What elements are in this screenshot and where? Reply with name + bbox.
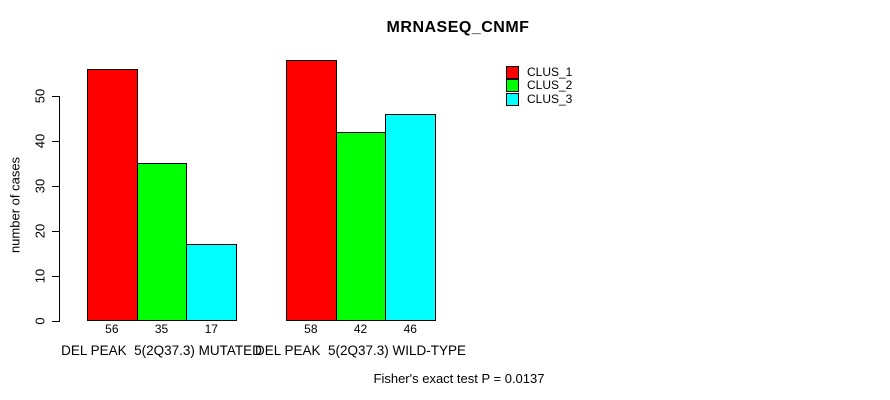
legend: CLUS_1 CLUS_2 CLUS_3 <box>506 66 572 106</box>
fisher-test-annotation: Fisher's exact test P = 0.0137 <box>373 371 545 386</box>
y-axis-label: number of cases <box>7 156 23 254</box>
bar-clus_2-group2 <box>336 132 386 321</box>
legend-label: CLUS_1 <box>527 65 573 79</box>
y-tick-40 <box>52 141 59 142</box>
bar-value-label: 56 <box>105 322 119 336</box>
y-tick-label-10: 10 <box>32 268 48 284</box>
legend-row-clus_3: CLUS_3 <box>506 91 573 106</box>
legend-label: CLUS_2 <box>527 78 573 93</box>
y-tick-label-0: 0 <box>32 317 48 325</box>
legend-row-clus_2: CLUS_2 <box>506 78 573 93</box>
y-tick-label-20: 20 <box>32 223 48 239</box>
bar-value-label: 17 <box>204 322 218 336</box>
bar-value-label: 46 <box>403 322 417 336</box>
bar-value-label: 58 <box>304 322 318 336</box>
y-tick-20 <box>52 231 59 232</box>
legend-swatch-icon <box>506 66 519 79</box>
y-tick-30 <box>52 186 59 187</box>
y-tick-10 <box>52 276 59 277</box>
bar-clus_1-group1 <box>87 69 138 321</box>
bar-value-label: 42 <box>353 322 368 336</box>
legend-swatch-icon <box>506 79 519 93</box>
bar-clus_1-group2 <box>286 60 337 321</box>
legend-label: CLUS_3 <box>527 91 573 106</box>
bar-clus_2-group1 <box>137 163 187 321</box>
bar-clus_3-group2 <box>385 114 436 321</box>
y-tick-label-40: 40 <box>32 133 48 149</box>
legend-swatch-icon <box>506 92 519 106</box>
group-label-1: DEL PEAK 5(2Q37.3) MUTATED <box>61 343 262 358</box>
legend-row-clus_1: CLUS_1 <box>506 66 572 79</box>
y-tick-0 <box>52 321 59 322</box>
group-label-2: DEL PEAK 5(2Q37.3) WILD-TYPE <box>254 343 467 358</box>
chart-title: MRNASEQ_CNMF <box>386 19 530 36</box>
y-axis-line <box>59 96 60 322</box>
y-tick-50 <box>52 96 59 97</box>
y-tick-label-50: 50 <box>32 88 48 104</box>
y-tick-label-30: 30 <box>32 178 48 194</box>
bar-clus_3-group1 <box>186 244 237 321</box>
bar-value-label: 35 <box>154 322 169 336</box>
